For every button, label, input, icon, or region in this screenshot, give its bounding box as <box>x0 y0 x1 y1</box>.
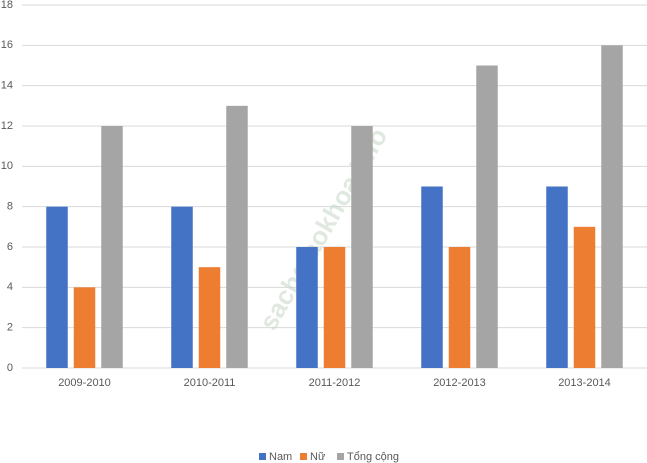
bar <box>601 45 623 368</box>
y-tick-label: 8 <box>7 201 13 213</box>
bar <box>448 247 471 368</box>
y-tick-label: 18 <box>1 0 13 11</box>
legend-swatch <box>300 453 307 460</box>
bar <box>198 267 221 368</box>
legend-label: Tổng cộng <box>347 451 399 463</box>
y-tick-label: 6 <box>7 241 13 253</box>
bar <box>573 226 596 368</box>
x-tick-label: 2012-2013 <box>433 377 486 389</box>
legend-swatch <box>337 453 344 460</box>
y-tick-label: 12 <box>1 120 13 132</box>
legend-swatch <box>259 453 266 460</box>
bar <box>101 126 123 368</box>
bar <box>421 186 443 368</box>
x-tick-label: 2009-2010 <box>58 377 111 389</box>
x-tick-label: 2011-2012 <box>309 377 361 389</box>
y-tick-label: 10 <box>1 160 13 172</box>
y-tick-label: 0 <box>7 362 13 374</box>
legend-label: Nam <box>269 451 292 463</box>
bar <box>226 105 248 368</box>
legend-label: Nữ <box>310 451 326 463</box>
y-tick-label: 14 <box>1 80 13 92</box>
y-tick-label: 4 <box>7 281 13 293</box>
bar <box>73 287 96 368</box>
bar <box>296 247 318 368</box>
bar <box>323 247 346 368</box>
x-tick-label: 2013-2014 <box>558 377 611 389</box>
bar <box>46 206 68 368</box>
bar <box>476 65 498 368</box>
bar <box>171 206 193 368</box>
bar <box>546 186 568 368</box>
bar <box>351 126 373 368</box>
y-tick-label: 2 <box>7 322 13 334</box>
y-tick-label: 16 <box>1 39 13 51</box>
x-tick-label: 2010-2011 <box>184 377 236 389</box>
